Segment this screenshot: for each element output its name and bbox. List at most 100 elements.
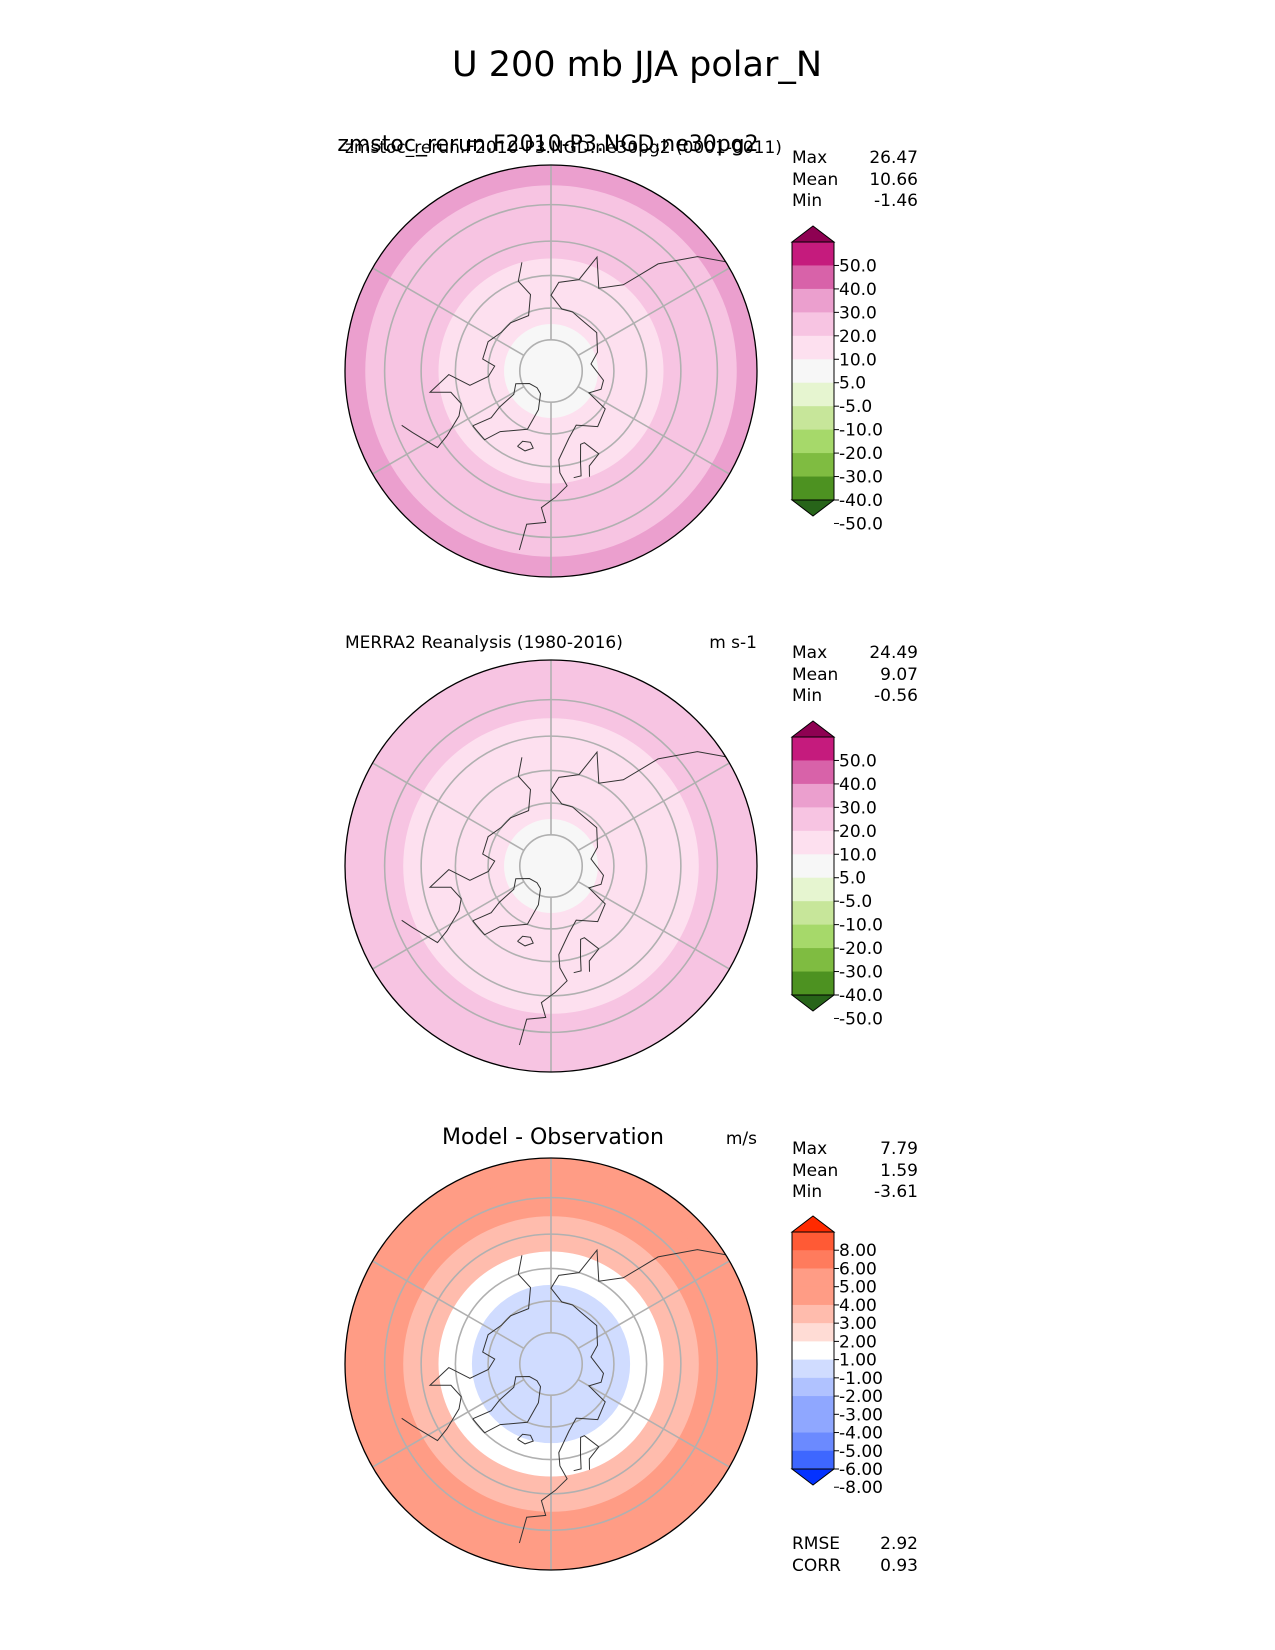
panel-obs-title-right: m s-1 bbox=[709, 633, 757, 653]
colorbar-tick-label: -5.0 bbox=[839, 397, 872, 417]
coastline bbox=[518, 750, 726, 1046]
stat-value-corr: 0.93 bbox=[880, 1556, 918, 1576]
colorbar-band bbox=[792, 1250, 834, 1269]
polar-map-diff bbox=[344, 1157, 758, 1571]
colorbar-tick-label: -20.0 bbox=[839, 444, 883, 464]
colorbar-tick-label: -40.0 bbox=[839, 491, 883, 511]
colorbar-band bbox=[792, 1377, 834, 1397]
panel-diff-title-center: Model - Observation bbox=[442, 1125, 664, 1150]
colorbar-tick-label: -20.0 bbox=[839, 939, 883, 959]
stat-value-max: 24.49 bbox=[869, 643, 918, 663]
stat-label-max: Max bbox=[792, 1139, 827, 1159]
coastline bbox=[401, 757, 532, 944]
colorbar-extend-max bbox=[790, 225, 836, 243]
stat-label-rmse: RMSE bbox=[792, 1534, 840, 1554]
colorbar-tick-label: -2.00 bbox=[839, 1387, 883, 1407]
meridian-gridline bbox=[577, 263, 738, 357]
colorbar-tick-label: 5.0 bbox=[839, 869, 866, 889]
colorbar-tick-label: 20.0 bbox=[839, 822, 877, 842]
colorbar-tick-label: 3.00 bbox=[839, 1314, 877, 1334]
colorbar-tick-label: -50.0 bbox=[839, 514, 883, 534]
colorbar-extend-max bbox=[790, 1215, 836, 1233]
polar-map-model bbox=[344, 164, 758, 578]
meridian-gridline bbox=[577, 385, 738, 479]
colorbar-tick-label: 40.0 bbox=[839, 280, 877, 300]
colorbar-band bbox=[792, 359, 834, 384]
coastline bbox=[518, 255, 726, 551]
colorbar-band bbox=[792, 335, 834, 360]
stat-value-max: 7.79 bbox=[880, 1139, 918, 1159]
colorbar-band bbox=[792, 1432, 834, 1452]
stat-value-min: -3.61 bbox=[874, 1182, 918, 1202]
colorbar-tick-label: -40.0 bbox=[839, 986, 883, 1006]
colorbar-tick-label: 4.00 bbox=[839, 1296, 877, 1316]
colorbar-band bbox=[792, 1323, 834, 1342]
colorbar-tick-label: -5.00 bbox=[839, 1442, 883, 1462]
colorbar-frame bbox=[791, 241, 835, 501]
colorbar-tick-label: 40.0 bbox=[839, 775, 877, 795]
panel-obs: MERRA2 Reanalysis (1980-2016) m s-1 Max … bbox=[344, 633, 918, 1073]
stat-value-min: -1.46 bbox=[874, 191, 918, 211]
colorbar-tick-label: 10.0 bbox=[839, 845, 877, 865]
colorbar-tick-label: 2.00 bbox=[839, 1332, 877, 1352]
stat-label-mean: Mean bbox=[792, 170, 838, 190]
colorbar-tick-label: -10.0 bbox=[839, 916, 883, 936]
coastline bbox=[517, 440, 534, 452]
colorbar-band bbox=[792, 1414, 834, 1434]
colorbar-band bbox=[792, 760, 834, 785]
coastline bbox=[573, 937, 600, 974]
colorbar-band bbox=[792, 830, 834, 855]
map-field bbox=[345, 660, 757, 1072]
colorbar-tick-label: 8.00 bbox=[839, 1241, 877, 1261]
coastline bbox=[401, 262, 532, 449]
stat-value-mean: 10.66 bbox=[869, 170, 918, 190]
meridian-gridline bbox=[364, 1256, 525, 1350]
colorbar-tick-label: -1.00 bbox=[839, 1369, 883, 1389]
colorbar-band bbox=[792, 453, 834, 478]
colorbar-tick-label: 1.00 bbox=[839, 1351, 877, 1371]
coastline bbox=[472, 382, 542, 441]
colorbar-band bbox=[792, 971, 834, 996]
colorbar-tick-label: -8.00 bbox=[839, 1478, 883, 1498]
stat-label-min: Min bbox=[792, 686, 822, 706]
panel-diff: Model - Observation m/s Max Mean Min 7.7… bbox=[344, 1125, 918, 1576]
stat-label-min: Min bbox=[792, 1182, 822, 1202]
stat-label-min: Min bbox=[792, 191, 822, 211]
colorbar-band bbox=[792, 1450, 834, 1470]
map-field bbox=[345, 165, 757, 577]
panel-model-title-center: zmstoc_rerun.F2010-P3.NGD.ne30pg2 bbox=[337, 132, 758, 157]
map-field bbox=[345, 1158, 757, 1570]
colorbar-tick-label: 20.0 bbox=[839, 327, 877, 347]
coastline bbox=[518, 1248, 726, 1544]
meridian-gridline bbox=[364, 385, 525, 479]
map-boundary bbox=[344, 659, 758, 1073]
colorbar-band bbox=[792, 242, 834, 266]
meridian-gridline bbox=[577, 880, 738, 974]
panel-diff-title-right: m/s bbox=[726, 1129, 757, 1149]
colorbar-band bbox=[792, 783, 834, 808]
colorbar-band bbox=[792, 382, 834, 407]
coastline bbox=[472, 1375, 542, 1434]
stat-label-corr: CORR bbox=[792, 1556, 841, 1576]
meridian-gridline bbox=[577, 758, 738, 852]
map-boundary bbox=[344, 1157, 758, 1571]
colorbar-tick-label: 10.0 bbox=[839, 350, 877, 370]
coastline bbox=[517, 935, 534, 947]
colorbar-band bbox=[792, 1232, 834, 1251]
colorbar-tick-label: -3.00 bbox=[839, 1405, 883, 1425]
meridian-gridline bbox=[364, 1378, 525, 1472]
colorbar-band bbox=[792, 312, 834, 337]
colorbar-band bbox=[792, 1286, 834, 1306]
meridian-gridline bbox=[364, 880, 525, 974]
colorbar-band bbox=[792, 265, 834, 290]
colorbar-frame bbox=[791, 736, 835, 996]
colorbar-tick-label: -50.0 bbox=[839, 1009, 883, 1029]
stat-label-mean: Mean bbox=[792, 665, 838, 685]
colorbar-extend-min bbox=[790, 994, 836, 1012]
stat-value-rmse: 2.92 bbox=[880, 1534, 918, 1554]
colorbar-band bbox=[792, 924, 834, 949]
field-band bbox=[535, 1348, 567, 1380]
colorbar-tick-label: 30.0 bbox=[839, 798, 877, 818]
colorbar-extend-min bbox=[790, 1468, 836, 1486]
